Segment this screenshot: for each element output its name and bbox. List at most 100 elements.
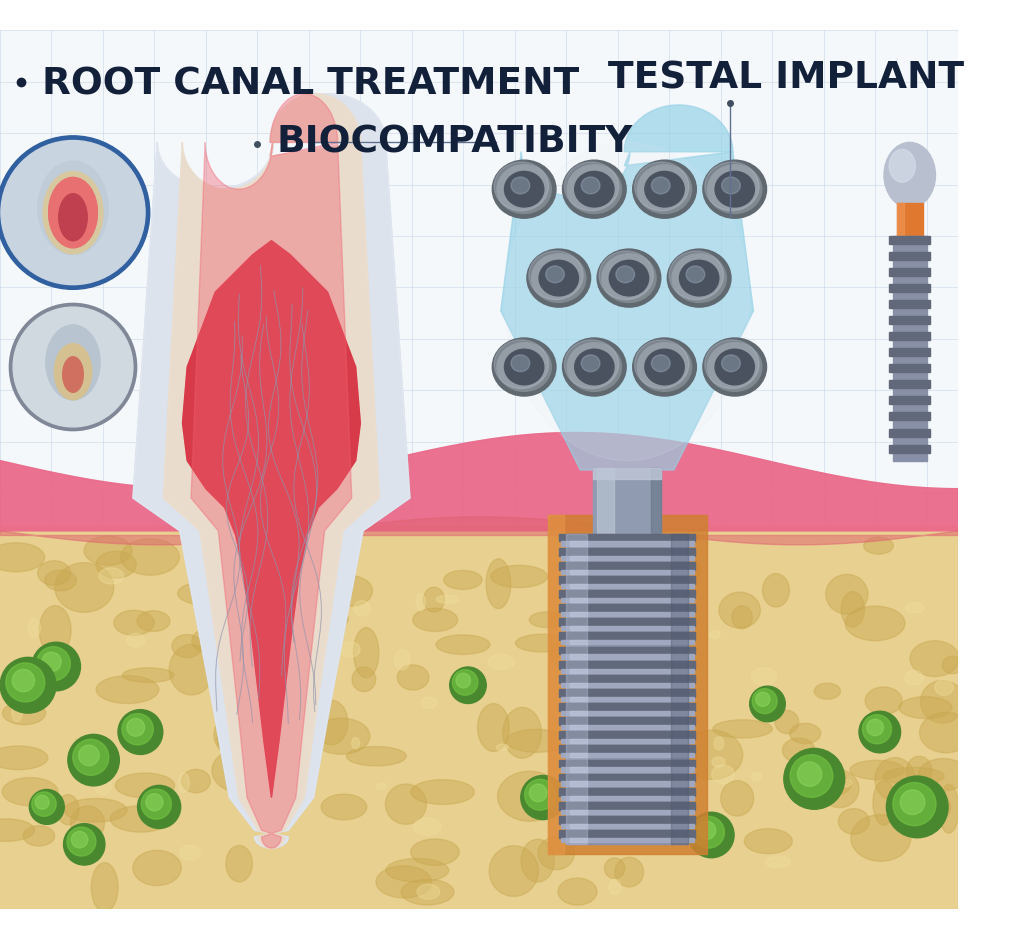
- Ellipse shape: [529, 612, 564, 627]
- Ellipse shape: [752, 668, 776, 685]
- Ellipse shape: [646, 581, 673, 598]
- Ellipse shape: [417, 885, 439, 900]
- Ellipse shape: [839, 808, 869, 834]
- Ellipse shape: [38, 561, 71, 585]
- Ellipse shape: [681, 731, 742, 779]
- Circle shape: [42, 652, 61, 671]
- Ellipse shape: [488, 654, 514, 670]
- Ellipse shape: [637, 165, 691, 213]
- Bar: [560, 739, 693, 744]
- Ellipse shape: [905, 603, 925, 613]
- Circle shape: [63, 824, 104, 865]
- Ellipse shape: [715, 349, 755, 385]
- Ellipse shape: [615, 591, 625, 603]
- Circle shape: [30, 790, 65, 824]
- Ellipse shape: [551, 643, 577, 667]
- Ellipse shape: [884, 767, 944, 785]
- Ellipse shape: [505, 172, 544, 207]
- Bar: [570, 542, 587, 546]
- Bar: [560, 570, 693, 574]
- Ellipse shape: [443, 570, 482, 590]
- Bar: [570, 626, 587, 630]
- Ellipse shape: [599, 251, 653, 300]
- Ellipse shape: [46, 325, 100, 400]
- Text: TESTAL IMPLANT: TESTAL IMPLANT: [608, 61, 965, 97]
- Ellipse shape: [609, 880, 621, 895]
- Ellipse shape: [668, 249, 731, 307]
- Bar: [889, 285, 931, 292]
- Bar: [889, 268, 931, 276]
- Polygon shape: [182, 240, 360, 797]
- Ellipse shape: [269, 632, 303, 668]
- Circle shape: [529, 784, 547, 802]
- Ellipse shape: [214, 715, 252, 755]
- Ellipse shape: [527, 249, 591, 307]
- Ellipse shape: [0, 543, 45, 572]
- Ellipse shape: [664, 669, 685, 711]
- Bar: [559, 533, 695, 542]
- Ellipse shape: [715, 172, 755, 207]
- Ellipse shape: [511, 177, 529, 193]
- Ellipse shape: [559, 590, 568, 608]
- Circle shape: [137, 785, 180, 828]
- Ellipse shape: [111, 806, 171, 832]
- Ellipse shape: [96, 676, 159, 703]
- Ellipse shape: [614, 857, 644, 886]
- Ellipse shape: [920, 712, 973, 753]
- Bar: [560, 781, 693, 786]
- Ellipse shape: [386, 858, 449, 882]
- Ellipse shape: [180, 845, 201, 860]
- Ellipse shape: [671, 818, 692, 835]
- Ellipse shape: [169, 644, 214, 695]
- Ellipse shape: [376, 866, 431, 898]
- Bar: [559, 647, 695, 654]
- Ellipse shape: [99, 568, 124, 584]
- Ellipse shape: [191, 629, 223, 653]
- Ellipse shape: [421, 697, 436, 708]
- Ellipse shape: [497, 165, 551, 213]
- Bar: [570, 697, 587, 701]
- Bar: [893, 236, 927, 461]
- Bar: [570, 570, 587, 574]
- Bar: [889, 364, 931, 373]
- Bar: [570, 598, 587, 602]
- Bar: [889, 380, 931, 389]
- Ellipse shape: [515, 634, 568, 652]
- Polygon shape: [164, 94, 380, 848]
- Ellipse shape: [790, 723, 820, 744]
- Bar: [559, 830, 695, 838]
- Ellipse shape: [666, 537, 691, 570]
- Ellipse shape: [45, 570, 77, 591]
- Circle shape: [859, 711, 900, 753]
- Text: BIOCOMPATIBITY: BIOCOMPATIBITY: [276, 124, 633, 161]
- Polygon shape: [182, 240, 360, 797]
- Ellipse shape: [521, 839, 554, 882]
- Bar: [559, 802, 695, 809]
- Circle shape: [32, 792, 56, 816]
- Bar: [570, 683, 587, 686]
- Bar: [560, 795, 693, 800]
- Ellipse shape: [785, 772, 851, 798]
- Ellipse shape: [612, 551, 658, 596]
- Polygon shape: [191, 94, 352, 848]
- Bar: [889, 236, 931, 244]
- Circle shape: [72, 831, 88, 848]
- Bar: [889, 316, 931, 324]
- Ellipse shape: [641, 624, 658, 643]
- Bar: [593, 469, 660, 533]
- Bar: [560, 669, 693, 672]
- Ellipse shape: [218, 619, 260, 644]
- Ellipse shape: [615, 266, 635, 283]
- Circle shape: [145, 793, 163, 811]
- Circle shape: [524, 779, 555, 810]
- Ellipse shape: [424, 587, 444, 612]
- Ellipse shape: [942, 656, 962, 674]
- Ellipse shape: [528, 251, 583, 300]
- Ellipse shape: [651, 177, 670, 193]
- Ellipse shape: [567, 343, 622, 392]
- Ellipse shape: [539, 260, 579, 296]
- Circle shape: [67, 827, 96, 856]
- Bar: [559, 661, 695, 669]
- Bar: [0, 526, 958, 909]
- Ellipse shape: [503, 707, 542, 758]
